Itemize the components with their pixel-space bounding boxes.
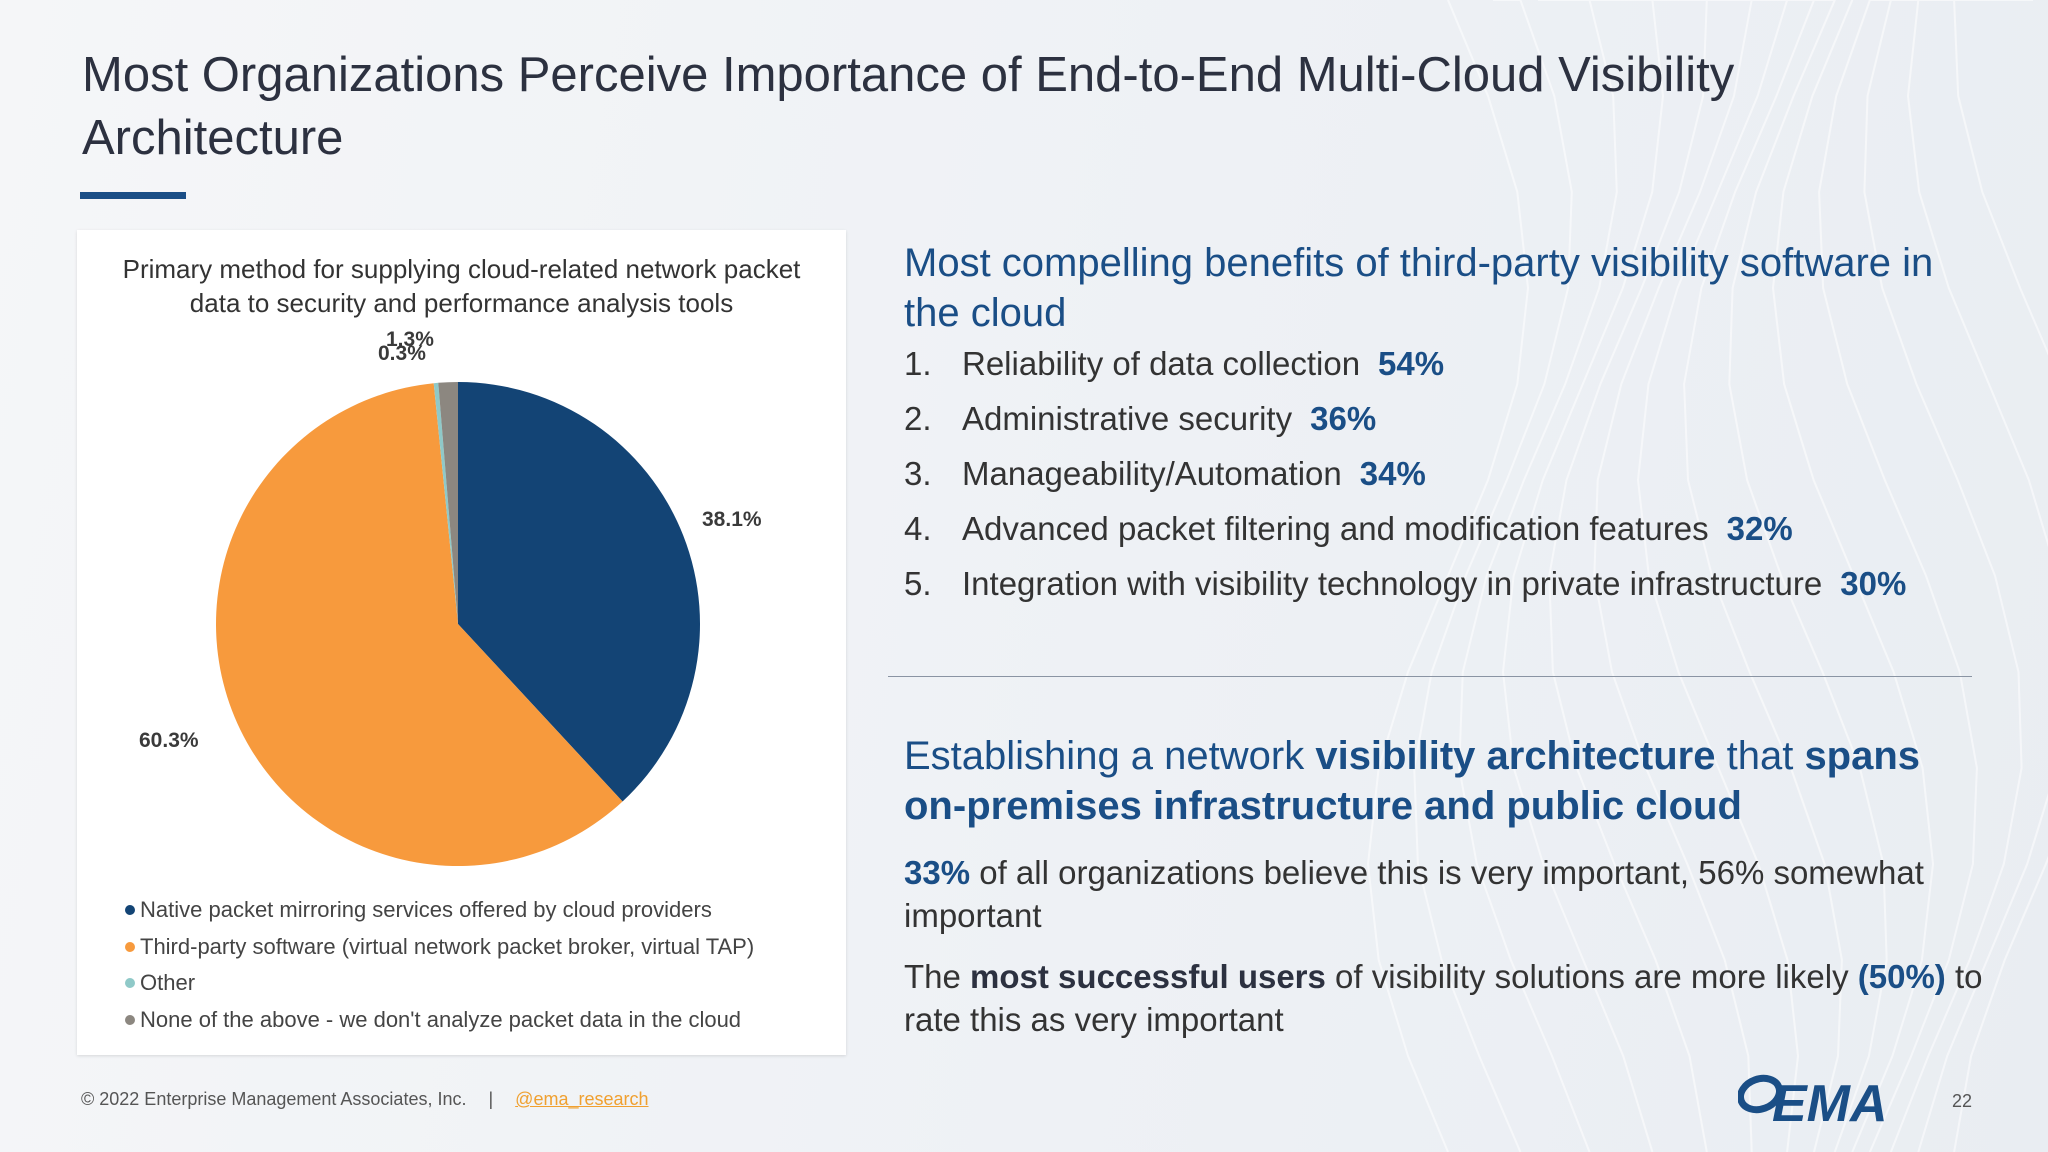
heading-text: Establishing a network: [904, 734, 1316, 778]
legend-label: Other: [140, 970, 196, 996]
benefit-item: 1. Reliability of data collection 54%: [904, 345, 2004, 400]
pie-data-label: 1.3%: [386, 328, 434, 351]
background-wave-pattern: [1366, 0, 2048, 1152]
importance-percent: 33%: [904, 854, 971, 891]
legend-item: Other: [125, 965, 825, 1002]
benefit-percent: 34%: [1359, 455, 1426, 492]
footer: © 2022 Enterprise Management Associates,…: [81, 1089, 649, 1110]
legend-item: Third-party software (virtual network pa…: [125, 929, 825, 966]
twitter-handle-link[interactable]: @ema_research: [515, 1089, 649, 1109]
background-wave-line: [1953, 0, 2048, 1152]
legend-marker: [125, 1014, 135, 1025]
benefit-percent: 30%: [1840, 565, 1907, 602]
chart-legend: Native packet mirroring services offered…: [125, 892, 825, 1038]
benefit-number: 1.: [904, 345, 932, 382]
benefit-text: Reliability of data collection: [962, 345, 1361, 382]
importance-paragraph: 33% of all organizations believe this is…: [904, 851, 1984, 937]
ema-logo: EMA: [1738, 1074, 1888, 1128]
heading-emphasis: spans on-premises infrastructure and pub…: [904, 734, 1921, 828]
legend-label: Native packet mirroring services offered…: [140, 897, 712, 923]
legend-item: None of the above - we don't analyze pac…: [125, 1002, 825, 1039]
footer-separator: |: [488, 1089, 494, 1109]
chart-title: Primary method for supplying cloud-relat…: [122, 254, 801, 318]
background-wave-line: [1501, 0, 1665, 1152]
benefit-percent: 32%: [1726, 510, 1793, 547]
legend-marker: [125, 978, 135, 989]
importance-text: of all organizations believe this is ver…: [904, 854, 1924, 934]
pie-slice: [438, 382, 458, 624]
benefits-heading: Most compelling benefits of third-party …: [904, 241, 1934, 335]
pie-data-label: 60.3%: [139, 729, 199, 752]
pie-slice: [458, 382, 701, 802]
para-emphasis: most successful users: [970, 958, 1326, 995]
logo-text: EMA: [1772, 1075, 1888, 1128]
pie-slice: [216, 383, 623, 866]
background-wave-line: [1636, 0, 1800, 1152]
pie-data-label: 0.3%: [378, 342, 426, 365]
background-wave-line: [1413, 0, 1573, 1152]
benefits-list: 1. Reliability of data collection 54% 2.…: [904, 345, 2004, 620]
benefit-item: 5. Integration with visibility technolog…: [904, 565, 2004, 620]
benefit-item: 2. Administrative security 36%: [904, 400, 2004, 455]
heading-text: that: [1715, 734, 1805, 778]
heading-emphasis: visibility architecture: [1315, 734, 1716, 778]
benefit-text: Integration with visibility technology i…: [962, 565, 1823, 602]
legend-marker: [125, 905, 135, 916]
benefit-text: Administrative security: [962, 400, 1293, 437]
background-wave-line: [1728, 0, 1888, 1152]
background-wave-line: [1771, 0, 1935, 1152]
background-wave-line: [1548, 0, 1708, 1152]
benefit-number: 2.: [904, 400, 932, 437]
slide-title: Most Organizations Perceive Importance o…: [82, 48, 1735, 165]
background-wave-line: [1366, 0, 1530, 1152]
para-percent: (50%): [1857, 958, 1946, 995]
background-wave-line: [1906, 0, 2048, 1152]
background-wave-line: [1458, 0, 1618, 1152]
legend-marker: [125, 941, 135, 952]
benefit-text: Manageability/Automation: [962, 455, 1342, 492]
benefit-percent: 36%: [1310, 400, 1377, 437]
section-divider: [888, 676, 1972, 677]
pie-slice: [433, 382, 458, 624]
successful-users-paragraph: The most successful users of visibility …: [904, 955, 1984, 1041]
benefit-text: Advanced packet filtering and modificati…: [962, 510, 1709, 547]
para-text: to rate this as very important: [904, 958, 1983, 1038]
legend-label: None of the above - we don't analyze pac…: [140, 1006, 742, 1032]
background-wave-line: [1593, 0, 1753, 1152]
background-wave-line: [1683, 0, 1843, 1152]
title-underline: [80, 192, 186, 199]
copyright-text: © 2022 Enterprise Management Associates,…: [81, 1089, 467, 1109]
para-text: The: [904, 958, 971, 995]
benefit-number: 3.: [904, 455, 932, 492]
legend-label: Third-party software (virtual network pa…: [140, 933, 755, 959]
legend-item: Native packet mirroring services offered…: [125, 892, 825, 929]
chart-card: Primary method for supplying cloud-relat…: [77, 230, 846, 1055]
benefit-number: 4.: [904, 510, 932, 547]
pie-data-label: 38.1%: [702, 508, 762, 531]
benefit-item: 3. Manageability/Automation 34%: [904, 455, 2004, 510]
para-text: of visibility solutions are more likely: [1325, 958, 1858, 995]
background-wave-line: [1863, 0, 2023, 1152]
benefit-item: 4. Advanced packet filtering and modific…: [904, 510, 2004, 565]
pie-chart: [216, 382, 701, 866]
page-number: 22: [1952, 1091, 1973, 1111]
benefit-percent: 54%: [1378, 345, 1445, 382]
benefit-number: 5.: [904, 565, 932, 602]
background-wave-line: [1818, 0, 1978, 1152]
architecture-heading: Establishing a network visibility archit…: [904, 731, 1984, 831]
